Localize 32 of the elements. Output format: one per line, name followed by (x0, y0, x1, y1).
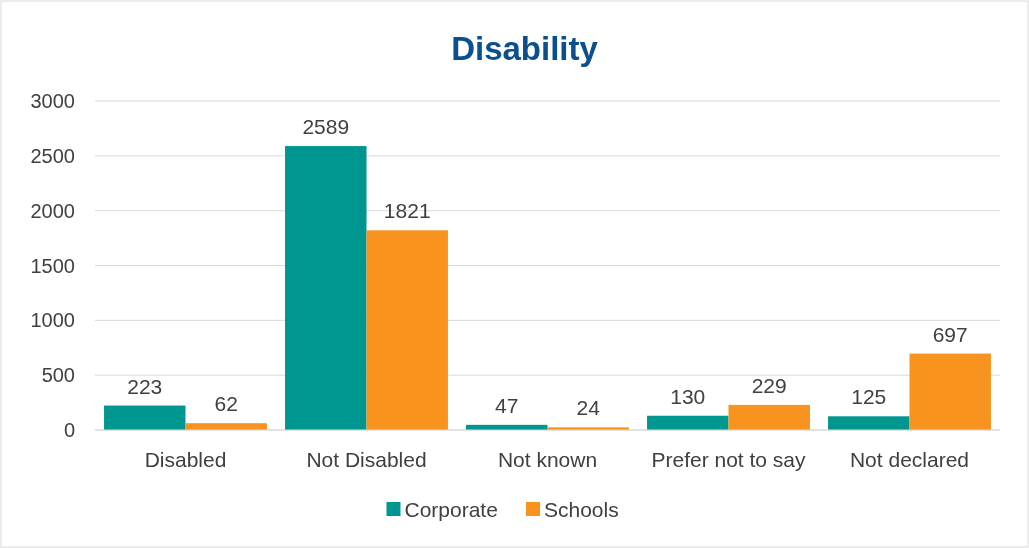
data-label: 130 (670, 384, 706, 408)
chart-title: Disability (451, 30, 599, 67)
bar (728, 404, 810, 430)
data-label: 697 (932, 322, 968, 346)
y-tick-label: 1000 (30, 309, 75, 332)
data-label: 47 (495, 393, 519, 417)
y-tick-label: 2000 (30, 199, 75, 222)
bar (828, 416, 910, 430)
legend-label: Schools (544, 498, 619, 521)
data-label: 62 (214, 392, 238, 416)
data-label: 1821 (383, 199, 431, 223)
bar (366, 230, 448, 430)
bar (909, 353, 991, 430)
y-tick-label: 3000 (30, 90, 75, 112)
data-label: 223 (127, 374, 163, 398)
y-tick-label: 1500 (30, 254, 75, 277)
data-label: 229 (751, 373, 787, 397)
x-tick-label: Prefer not to say (651, 448, 807, 471)
bar (647, 415, 729, 430)
bar (104, 405, 186, 430)
x-tick-label: Not declared (849, 448, 970, 471)
data-label: 125 (851, 385, 887, 409)
y-tick-label: 2500 (30, 144, 75, 167)
x-tick-label: Disabled (144, 448, 227, 471)
y-tick-label: 0 (63, 419, 75, 441)
data-label: 24 (576, 396, 601, 420)
x-tick-label: Not known (497, 448, 598, 471)
bar (285, 146, 367, 430)
data-label: 2589 (302, 115, 350, 139)
legend-label: Corporate (404, 498, 498, 521)
y-tick-label: 500 (41, 364, 75, 387)
x-tick-label: Not Disabled (306, 448, 427, 471)
